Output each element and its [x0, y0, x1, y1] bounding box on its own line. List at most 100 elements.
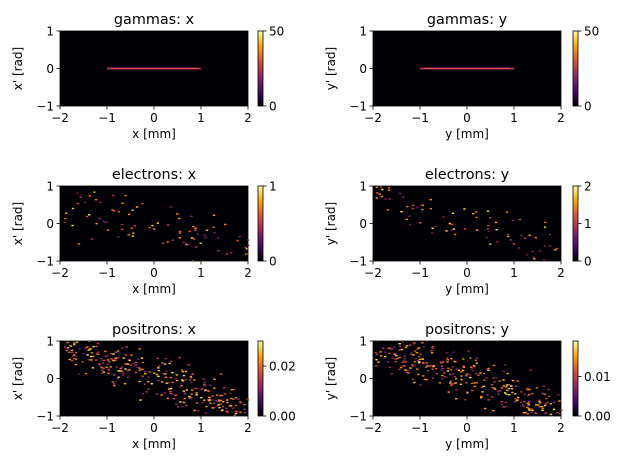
hist-cell: [140, 357, 144, 359]
hist-cell: [510, 385, 513, 387]
hist-cell: [526, 406, 529, 409]
hist-cell: [558, 413, 561, 415]
hist-cell: [166, 241, 169, 243]
hist-cell: [186, 244, 190, 246]
hist-cell: [225, 253, 229, 255]
hist-cell: [104, 355, 108, 357]
hist-cell: [452, 351, 455, 353]
hist-cell: [465, 373, 469, 375]
hist-cell: [454, 361, 457, 363]
hist-cell: [110, 358, 113, 360]
hist-cell: [444, 376, 448, 379]
hist-cell: [418, 358, 422, 361]
hist-cell: [203, 234, 206, 236]
colorbar-tick-label: 0: [269, 99, 277, 113]
hist-cell: [443, 372, 446, 374]
hist-cell: [71, 351, 74, 354]
hist-cell: [502, 406, 505, 408]
hist-cell: [106, 363, 109, 365]
colorbar-gradient: [257, 30, 264, 107]
hist-cell: [426, 369, 430, 372]
hist-cell: [412, 364, 416, 366]
hist-cell: [480, 386, 484, 388]
hist-cell: [191, 373, 194, 375]
hist-cell: [450, 229, 453, 231]
hist-cell: [125, 346, 128, 349]
hist-cell: [178, 217, 181, 220]
x-axis-label: y [mm]: [445, 127, 489, 141]
y-tick-label: −1: [36, 254, 54, 268]
hist-cell: [514, 398, 517, 400]
hist-cell: [201, 401, 205, 404]
hist-cell: [111, 381, 115, 383]
hist-cell: [466, 392, 469, 394]
hist-cell: [105, 366, 108, 368]
hist-cell: [380, 186, 383, 188]
hist-cell: [543, 226, 547, 228]
hist-cell: [207, 390, 210, 393]
hist-cell: [486, 210, 490, 212]
hist-cell: [410, 352, 413, 354]
hist-cell: [228, 405, 231, 407]
hist-cell: [178, 386, 182, 388]
hist-cell: [150, 383, 153, 385]
hist-cell: [122, 372, 125, 374]
hist-cell: [121, 228, 124, 231]
hist-cell: [124, 368, 127, 370]
hist-cell: [440, 365, 444, 368]
hist-cell: [213, 378, 216, 380]
hist-cell: [453, 376, 457, 378]
hist-cell: [212, 226, 215, 229]
hist-cell: [135, 206, 139, 208]
hist-cell: [398, 192, 402, 195]
hist-cell: [244, 246, 247, 249]
x-tick-label: −1: [98, 111, 116, 125]
colorbar-gradient: [572, 340, 579, 417]
hist-cell: [555, 247, 559, 250]
hist-cell: [413, 361, 417, 363]
hist-cell: [514, 400, 518, 402]
hist-cell: [398, 356, 401, 359]
hist-cell: [506, 389, 509, 392]
hist-cell: [219, 399, 222, 402]
hist-cell: [177, 406, 180, 408]
hist-cell: [435, 372, 438, 375]
hist-cell: [141, 392, 145, 395]
hist-cell: [393, 346, 396, 348]
hist-cell: [547, 388, 550, 391]
hist-cell: [245, 253, 248, 255]
hist-cell: [76, 192, 79, 194]
x-tick-label: −1: [411, 111, 429, 125]
hist-cell: [74, 358, 78, 360]
hist-cell: [130, 227, 133, 229]
hist-cell: [408, 215, 411, 217]
hist-cell: [112, 353, 115, 355]
hist-cell: [174, 377, 177, 380]
hist-cell: [482, 385, 486, 387]
hist-cell: [472, 365, 476, 367]
hist-cell: [231, 407, 235, 409]
hist-cell: [409, 344, 412, 346]
hist-cell: [441, 378, 444, 380]
hist-cell: [114, 351, 117, 353]
hist-cell: [189, 377, 193, 379]
y-tick-label: 0: [46, 372, 54, 386]
hist-cell: [96, 351, 100, 353]
hist-cell: [538, 400, 541, 403]
hist-cell: [455, 398, 458, 400]
hist-cell: [116, 377, 119, 380]
y-axis-label: y' [rad]: [324, 202, 338, 245]
hist-cell: [452, 373, 455, 375]
hist-cell: [470, 382, 474, 385]
hist-cell: [143, 383, 147, 385]
hist-cell: [541, 392, 544, 395]
hist-cell: [505, 393, 508, 395]
hist-cell: [224, 393, 227, 395]
hist-cell: [90, 238, 94, 240]
hist-cell: [204, 237, 207, 239]
x-tick-label: −2: [364, 266, 382, 280]
hist-cell: [98, 217, 101, 220]
hist-cell: [423, 378, 427, 381]
hist-cell: [109, 352, 113, 355]
